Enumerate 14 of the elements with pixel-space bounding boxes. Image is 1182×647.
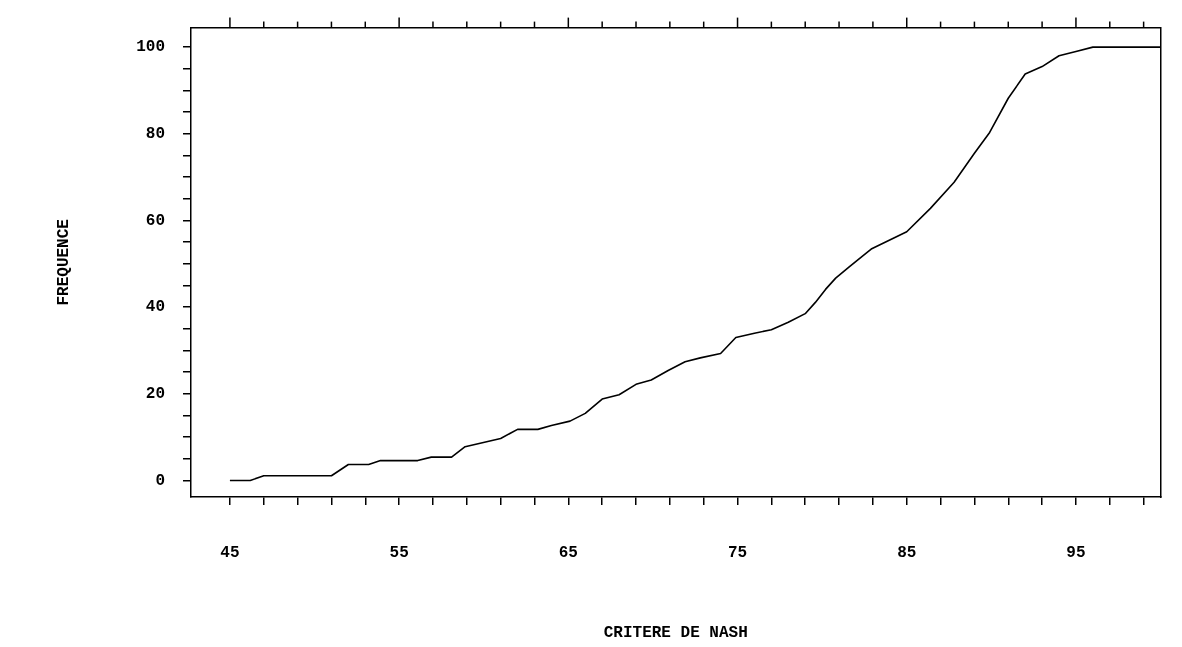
x-tick-label: 45 [220,543,240,562]
x-tick-label: 95 [1066,543,1086,562]
y-tick-label: 20 [145,384,165,403]
y-tick-label: 100 [136,38,165,57]
x-tick-label: 85 [897,543,917,562]
x-tick-label: 75 [727,543,748,562]
y-tick-label: 0 [155,471,165,490]
x-tick-label: 55 [389,543,409,562]
x-axis-title: CRITERE DE NASH [603,624,748,643]
x-tick-label: 65 [558,543,578,562]
y-tick-label: 60 [145,211,165,230]
y-axis-title: FREQUENCE [54,219,73,306]
y-tick-label: 80 [145,124,165,143]
y-tick-label: 40 [145,298,165,317]
